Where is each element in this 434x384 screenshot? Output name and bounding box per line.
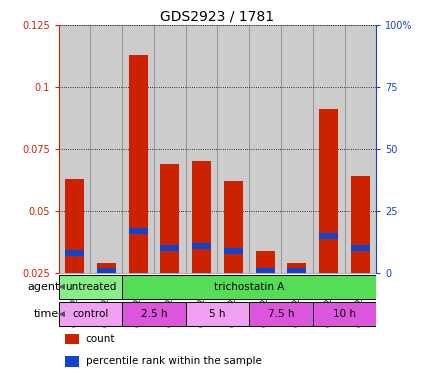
Bar <box>154 25 185 273</box>
Bar <box>128 55 147 273</box>
Bar <box>59 25 90 273</box>
Bar <box>185 302 249 326</box>
Text: control: control <box>72 309 108 319</box>
Bar <box>319 109 337 273</box>
Bar <box>312 302 375 326</box>
Bar <box>217 25 249 273</box>
Text: agent: agent <box>27 282 59 292</box>
Bar <box>224 248 242 254</box>
Bar <box>255 251 274 273</box>
Bar <box>122 25 154 273</box>
Bar <box>122 302 185 326</box>
Bar <box>287 263 306 273</box>
Text: 10 h: 10 h <box>332 309 355 319</box>
Bar <box>65 334 79 344</box>
Bar <box>249 302 312 326</box>
Text: trichostatin A: trichostatin A <box>214 282 284 292</box>
Bar <box>160 245 179 252</box>
Bar <box>312 25 344 273</box>
Bar <box>65 250 84 257</box>
Bar <box>192 243 210 249</box>
Bar <box>255 268 274 274</box>
Bar <box>224 181 242 273</box>
Bar <box>90 25 122 273</box>
Bar <box>160 164 179 273</box>
Bar <box>128 228 147 234</box>
Bar <box>344 25 375 273</box>
Bar <box>59 302 122 326</box>
Bar <box>280 25 312 273</box>
Bar <box>192 162 210 273</box>
Bar <box>65 179 84 273</box>
Text: time: time <box>34 309 59 319</box>
Text: count: count <box>85 334 115 344</box>
Bar <box>185 25 217 273</box>
Text: 7.5 h: 7.5 h <box>267 309 293 319</box>
Bar <box>319 233 337 239</box>
Title: GDS2923 / 1781: GDS2923 / 1781 <box>160 10 274 24</box>
Bar <box>65 356 79 367</box>
Text: percentile rank within the sample: percentile rank within the sample <box>85 356 261 366</box>
Bar <box>350 245 369 252</box>
Bar <box>97 263 115 273</box>
Bar <box>287 268 306 274</box>
Text: untreated: untreated <box>65 282 116 292</box>
Text: 2.5 h: 2.5 h <box>141 309 167 319</box>
Bar <box>249 25 280 273</box>
Bar <box>350 176 369 273</box>
Bar <box>59 275 122 299</box>
Bar <box>97 268 115 274</box>
Bar <box>122 275 375 299</box>
Text: 5 h: 5 h <box>209 309 225 319</box>
